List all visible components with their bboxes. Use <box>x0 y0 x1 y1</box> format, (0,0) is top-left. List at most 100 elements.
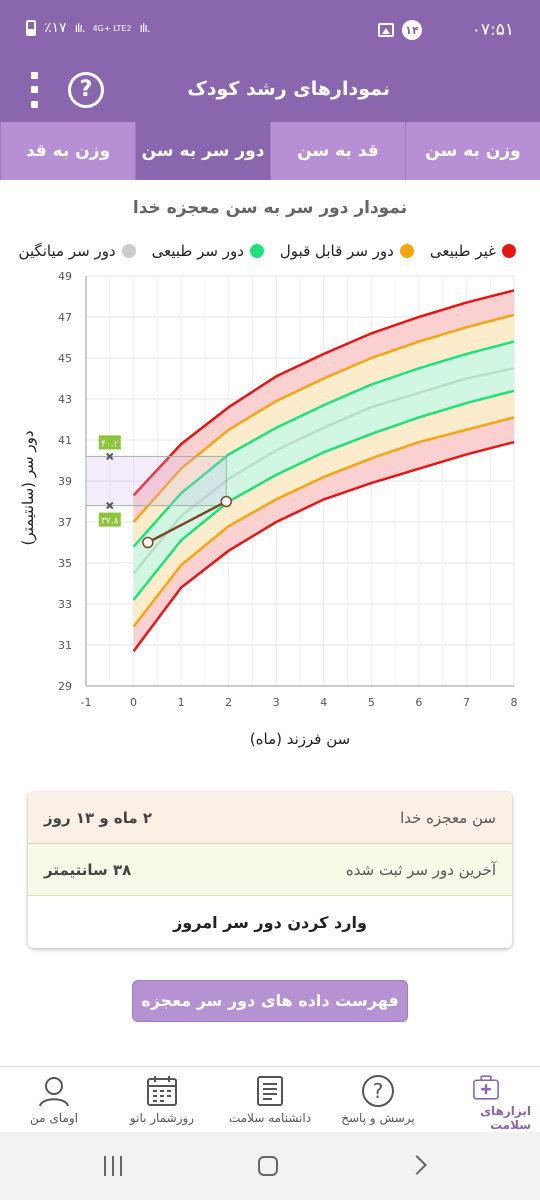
home-button[interactable] <box>258 1156 278 1176</box>
data-list-button[interactable]: فهرست داده های دور سر معجزه خدا <box>132 980 408 1050</box>
y-tick-label: 47 <box>58 311 72 324</box>
nav-label: دانشنامه سلامت <box>228 1111 312 1125</box>
nav-calendar[interactable]: روزشمار بانو <box>117 1067 207 1132</box>
y-tick-label: 37 <box>58 516 72 529</box>
battery-icon <box>26 20 36 36</box>
legend-label: دور سر طبیعی <box>151 242 244 260</box>
band-abnormal-low <box>133 417 514 652</box>
range-marker-icon <box>106 501 114 510</box>
last-measurement-label: آخرین دور سر ثبت شده <box>345 860 496 879</box>
legend-item-normal: دور سر طبیعی <box>152 242 264 260</box>
tab-weight-for-height[interactable]: وزن به قد <box>0 122 135 180</box>
last-measurement-row: آخرین دور سر ثبت شده ۳۸ سانتیمتر <box>28 844 512 896</box>
y-tick-label: 35 <box>58 557 72 570</box>
overflow-menu-icon[interactable] <box>30 68 38 112</box>
age-value: ۲ ماه و ۱۳ روز <box>44 808 153 827</box>
chart-legend: غیر طبیعی دور سر قابل قبول دور سر طبیعی … <box>19 242 516 260</box>
series-line-green-high <box>132 340 515 548</box>
series-line-green-low <box>132 389 515 601</box>
tab-height-for-age[interactable]: قد به سن <box>270 122 405 180</box>
signal-icon-2: ıIı. <box>139 21 151 35</box>
band-acceptable-high <box>133 314 514 547</box>
svg-text:?: ? <box>373 1079 384 1103</box>
band-normal <box>133 341 514 600</box>
y-tick-label: 33 <box>58 598 72 611</box>
range-value-label: ۳۷.۸ <box>101 517 119 527</box>
x-tick-label: 5 <box>368 696 375 709</box>
y-tick-label: 49 <box>58 270 72 283</box>
y-tick-label: 45 <box>58 352 72 365</box>
legend-label: غیر طبیعی <box>429 242 496 260</box>
legend-item-acceptable: دور سر قابل قبول <box>280 242 414 260</box>
y-tick-label: 31 <box>58 639 72 652</box>
tab-head-for-age[interactable]: دور سر به سن <box>135 122 270 180</box>
chart-tabs: وزن به سن قد به سن دور سر به سن وزن به ق… <box>0 122 540 180</box>
legend-dot-gray <box>121 244 136 258</box>
notification-badge: ۱۴ <box>402 20 422 40</box>
nav-label: پرسش و پاسخ <box>341 1111 415 1125</box>
y-tick-label: 41 <box>58 434 72 447</box>
x-tick-label: 8 <box>511 696 518 709</box>
x-tick-label: 6 <box>415 696 422 709</box>
range-value-label: ۴۰.۲ <box>101 439 119 449</box>
range-highlight-box <box>85 455 227 507</box>
legend-label: دور سر میانگین <box>18 242 116 260</box>
status-left: ٪۱۷ ıIı. 4G+ LTE2 ıIı. <box>26 20 151 36</box>
chart-title: نمودار دور سر به سن معجزه خدا <box>132 198 408 218</box>
status-notifications: ۱۴ <box>378 20 422 40</box>
series-line-red-high <box>132 289 515 497</box>
y-axis-label: دور سر (سانتیمتر) <box>19 430 37 545</box>
back-button[interactable] <box>407 1155 427 1175</box>
series-line-orange-high <box>132 313 515 523</box>
encyclopedia-icon <box>257 1076 283 1106</box>
nav-health-tools[interactable]: ابزارهای سلامت <box>441 1067 531 1132</box>
legend-dot-orange <box>399 244 414 258</box>
system-navigation-bar <box>0 1132 540 1200</box>
enter-today-button[interactable]: وارد کردن دور سر امروز <box>173 912 367 932</box>
child-measurement-point <box>142 536 154 549</box>
legend-dot-red <box>502 244 516 258</box>
status-bar: ٪۱۷ ıIı. 4G+ LTE2 ıIı. ۱۴ ۰۷:۵۱ <box>0 0 540 60</box>
battery-level: ٪۱۷ <box>44 20 67 36</box>
network-type: 4G+ LTE2 <box>92 23 132 33</box>
x-tick-label: 1 <box>178 696 185 709</box>
status-time: ۰۷:۵۱ <box>471 20 514 40</box>
image-notification-icon <box>378 23 394 37</box>
tab-weight-for-age[interactable]: وزن به سن <box>405 122 540 180</box>
child-measurement-point <box>220 495 233 508</box>
legend-item-abnormal: غیر طبیعی <box>430 242 516 260</box>
range-value-badge <box>98 435 121 450</box>
info-card: سن معجزه خدا ۲ ماه و ۱۳ روز آخرین دور سر… <box>28 792 512 948</box>
legend-label: دور سر قابل قبول <box>279 242 394 260</box>
profile-icon <box>39 1077 69 1107</box>
chart-bands <box>133 290 514 652</box>
legend-item-average: دور سر میانگین <box>19 242 136 260</box>
x-tick-label: -1 <box>81 696 92 709</box>
x-tick-label: 2 <box>225 696 232 709</box>
nav-label: اومای من <box>30 1111 78 1125</box>
x-axis-label: سن فرزند (ماه) <box>250 730 350 748</box>
band-abnormal-high <box>133 290 514 522</box>
y-tick-label: 39 <box>58 475 72 488</box>
x-tick-label: 4 <box>320 696 327 709</box>
age-label: سن معجزه خدا <box>400 808 496 827</box>
nav-qa[interactable]: ? پرسش و پاسخ <box>333 1067 423 1132</box>
legend-dot-green <box>249 244 264 258</box>
question-icon: ? <box>362 1075 394 1107</box>
head-circumference-chart: ۴۰.۲۳۷.۸ -1 0 1 2 3 4 5 6 7 829313335373941434547… <box>19 270 518 748</box>
series-line-orange-low <box>132 416 515 628</box>
nav-encyclopedia[interactable]: دانشنامه سلامت <box>225 1067 315 1132</box>
medkit-icon <box>473 1075 499 1100</box>
calendar-icon <box>147 1076 177 1106</box>
chart-range-box: ۴۰.۲ ۳۷.۸ <box>85 435 227 527</box>
page-title: نمودارهای رشد کودک <box>187 78 390 100</box>
help-button[interactable]: ? <box>68 72 104 108</box>
range-value-badge <box>98 512 121 527</box>
recent-apps-button[interactable] <box>104 1156 122 1176</box>
signal-icon: ıIı. <box>74 21 86 35</box>
band-acceptable-low <box>133 390 514 627</box>
last-measurement-value: ۳۸ سانتیمتر <box>44 860 132 879</box>
series-line-median <box>132 367 515 575</box>
nav-profile[interactable]: اومای من <box>9 1067 99 1132</box>
